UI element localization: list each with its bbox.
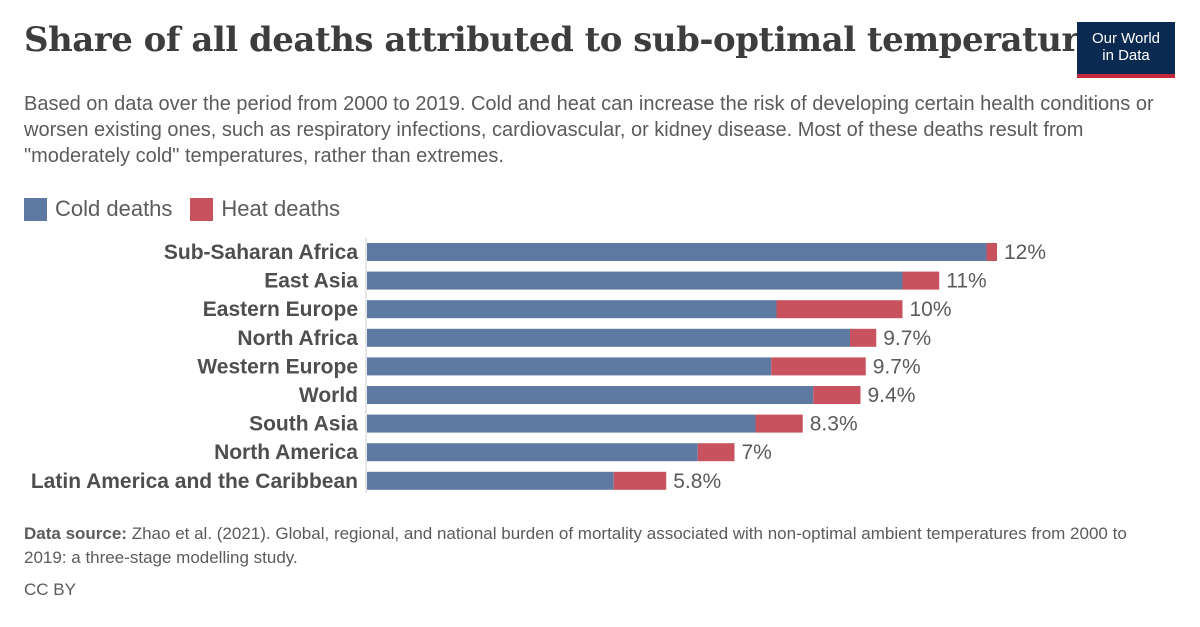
legend: Cold deaths Heat deaths xyxy=(24,196,358,222)
data-source-label: Data source: xyxy=(24,524,127,543)
bar-cold[interactable] xyxy=(367,271,903,290)
value-label: 11% xyxy=(946,270,986,293)
bar-heat[interactable] xyxy=(776,300,903,319)
bar-cold[interactable] xyxy=(367,300,777,319)
bar-cold[interactable] xyxy=(367,243,987,261)
bar-heat[interactable] xyxy=(986,243,998,261)
category-label: Eastern Europe xyxy=(203,298,358,321)
value-label: 12% xyxy=(1004,241,1046,264)
bar-cold[interactable] xyxy=(367,443,698,462)
category-label: World xyxy=(299,384,358,407)
bar-chart: Sub-Saharan Africa 12% East Asia 11% Eastern… xyxy=(31,238,1046,493)
legend-item-cold[interactable]: Cold deaths xyxy=(24,196,172,222)
value-label: 9.7% xyxy=(873,355,921,378)
chart-subtitle: Based on data over the period from 2000 … xyxy=(24,93,1154,167)
value-label: 8.3% xyxy=(810,413,858,436)
legend-label-heat: Heat deaths xyxy=(221,196,341,221)
bar-cold[interactable] xyxy=(367,328,850,347)
value-label: 5.8% xyxy=(673,470,721,493)
legend-swatch-heat xyxy=(190,197,214,221)
legend-item-heat[interactable]: Heat deaths xyxy=(190,196,340,222)
logo-line-1: Our World xyxy=(1091,30,1161,47)
license[interactable]: CC BY xyxy=(24,580,76,599)
data-source-text: Zhao et al. (2021). Global, regional, an… xyxy=(24,524,1127,567)
bar-cold[interactable] xyxy=(367,357,772,376)
bar-heat[interactable] xyxy=(850,328,877,347)
legend-label-cold: Cold deaths xyxy=(55,196,173,221)
bar-heat[interactable] xyxy=(771,357,866,376)
bar-cold[interactable] xyxy=(367,386,814,404)
category-label: Sub-Saharan Africa xyxy=(164,241,358,264)
bar-cold[interactable] xyxy=(367,471,614,490)
logo-line-2: in Data xyxy=(1102,47,1150,64)
category-label: East Asia xyxy=(264,270,358,293)
value-label: 10% xyxy=(910,298,952,321)
bar-heat[interactable] xyxy=(697,443,735,462)
data-source: Data source: Zhao et al. (2021). Global,… xyxy=(24,522,1174,570)
owid-logo[interactable]: Our World in Data xyxy=(1077,22,1175,78)
category-label: Western Europe xyxy=(197,355,358,378)
category-label: Latin America and the Caribbean xyxy=(31,470,358,493)
legend-swatch-cold xyxy=(24,197,47,221)
value-label: 9.7% xyxy=(883,327,931,350)
bar-heat[interactable] xyxy=(902,271,940,290)
value-label: 9.4% xyxy=(868,384,916,407)
bar-heat[interactable] xyxy=(813,386,861,404)
bar-heat[interactable] xyxy=(613,471,667,490)
bar-cold[interactable] xyxy=(367,414,756,433)
category-label: South Asia xyxy=(249,413,358,436)
value-label: 7% xyxy=(742,441,772,464)
category-label: North Africa xyxy=(237,327,358,350)
chart-title: Share of all deaths attributed to sub-op… xyxy=(24,20,1119,60)
category-label: North America xyxy=(214,441,358,464)
bar-heat[interactable] xyxy=(755,414,803,433)
